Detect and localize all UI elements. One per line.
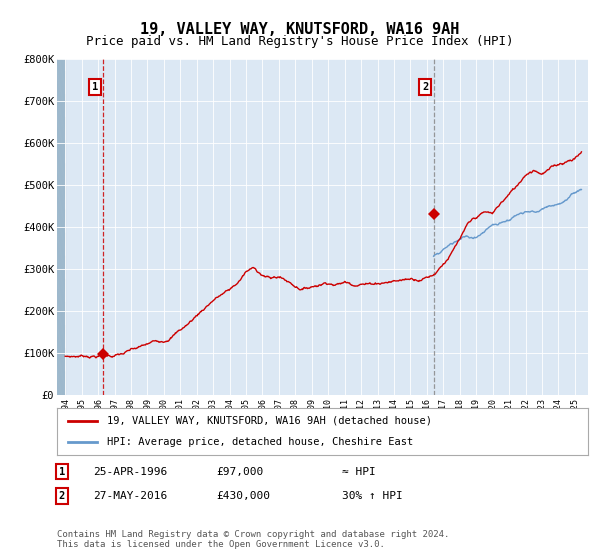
Text: Contains HM Land Registry data © Crown copyright and database right 2024.
This d: Contains HM Land Registry data © Crown c… (57, 530, 449, 549)
Text: 25-APR-1996: 25-APR-1996 (93, 466, 167, 477)
Text: 27-MAY-2016: 27-MAY-2016 (93, 491, 167, 501)
Text: 19, VALLEY WAY, KNUTSFORD, WA16 9AH: 19, VALLEY WAY, KNUTSFORD, WA16 9AH (140, 22, 460, 38)
Text: £430,000: £430,000 (216, 491, 270, 501)
Text: 2: 2 (422, 82, 428, 92)
Text: 1: 1 (59, 466, 65, 477)
Text: 1: 1 (92, 82, 98, 92)
Text: HPI: Average price, detached house, Cheshire East: HPI: Average price, detached house, Ches… (107, 437, 413, 447)
Text: 30% ↑ HPI: 30% ↑ HPI (342, 491, 403, 501)
Text: ≈ HPI: ≈ HPI (342, 466, 376, 477)
Text: £97,000: £97,000 (216, 466, 263, 477)
Polygon shape (57, 59, 65, 395)
Text: Price paid vs. HM Land Registry's House Price Index (HPI): Price paid vs. HM Land Registry's House … (86, 35, 514, 48)
Text: 2: 2 (59, 491, 65, 501)
Text: 19, VALLEY WAY, KNUTSFORD, WA16 9AH (detached house): 19, VALLEY WAY, KNUTSFORD, WA16 9AH (det… (107, 416, 433, 426)
